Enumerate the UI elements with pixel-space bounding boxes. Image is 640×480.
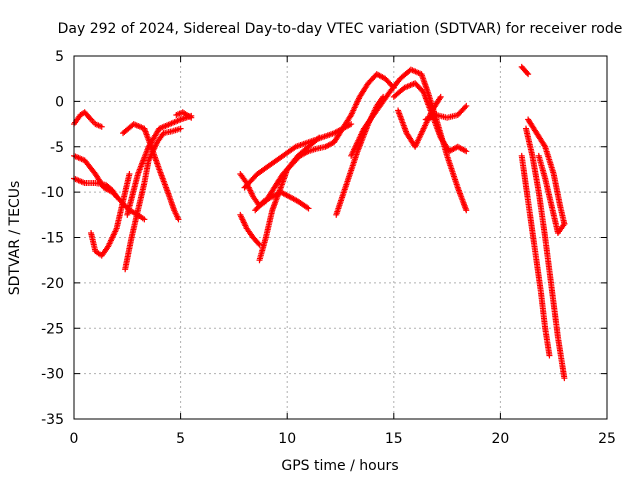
data-point xyxy=(463,148,470,155)
series-arc21 xyxy=(518,152,553,359)
data-point xyxy=(98,123,105,130)
y-tick-label: -15 xyxy=(41,231,64,247)
y-tick-label: -35 xyxy=(41,412,64,428)
y-tick-label: -5 xyxy=(50,140,64,156)
series-arc13 xyxy=(241,121,355,191)
series-arc6 xyxy=(120,121,182,223)
y-tick-label: -10 xyxy=(41,185,64,201)
y-tick-label: 0 xyxy=(55,94,64,110)
chart-title: Day 292 of 2024, Sidereal Day-to-day VTE… xyxy=(58,21,623,37)
data-point xyxy=(525,71,532,78)
tick-labels: 0 5 10 15 20 25 5 0 -5 -10 -15 -20 -25 -30 -35 xyxy=(41,49,616,447)
data-point xyxy=(304,204,311,211)
data-point xyxy=(256,241,263,248)
series-arc20 xyxy=(522,125,568,382)
data-point xyxy=(436,95,443,102)
data-point xyxy=(348,121,355,128)
y-tick-label: 5 xyxy=(55,49,64,65)
series-arc19 xyxy=(518,63,532,78)
x-axis-label: GPS time / hours xyxy=(281,458,398,474)
data-point xyxy=(462,104,469,111)
data-point xyxy=(255,240,262,247)
data-point xyxy=(188,114,195,121)
series-arc16 xyxy=(390,80,470,155)
data-point xyxy=(546,352,553,359)
data-point xyxy=(177,125,184,132)
data-point xyxy=(437,93,444,100)
data-point xyxy=(463,207,470,214)
series-arc11 xyxy=(252,189,312,214)
series-arc4 xyxy=(88,170,133,259)
data-point xyxy=(113,193,120,200)
x-tick-label: 10 xyxy=(278,431,296,447)
series-arc18 xyxy=(422,102,470,123)
y-tick-label: -30 xyxy=(41,367,64,383)
series-arc8 xyxy=(173,109,195,121)
series-arc5 xyxy=(122,125,184,273)
y-tick-label: -25 xyxy=(41,321,64,337)
x-tick-label: 5 xyxy=(176,431,185,447)
series-arc22 xyxy=(525,116,568,227)
series-arc10 xyxy=(237,211,263,248)
series-arc7 xyxy=(124,112,195,218)
data-point xyxy=(141,216,148,223)
y-tick-label: -20 xyxy=(41,276,64,292)
grid xyxy=(74,56,607,419)
data-point xyxy=(126,170,133,177)
data-point xyxy=(175,216,182,223)
plot-frame xyxy=(73,55,608,420)
x-tick-label: 25 xyxy=(598,431,616,447)
data-point xyxy=(561,375,568,382)
x-tick-label: 15 xyxy=(385,431,403,447)
data-points xyxy=(71,63,568,382)
data-point xyxy=(561,220,568,227)
series-arc1 xyxy=(71,109,105,130)
y-axis-label: SDTVAR / TECUs xyxy=(7,181,23,296)
series-arc3 xyxy=(71,175,120,200)
data-point xyxy=(463,102,470,109)
data-point xyxy=(541,142,548,149)
data-point xyxy=(305,205,312,212)
x-tick-label: 0 xyxy=(70,431,79,447)
x-tick-label: 20 xyxy=(491,431,509,447)
data-point xyxy=(524,69,531,76)
series-arc23 xyxy=(535,152,568,236)
